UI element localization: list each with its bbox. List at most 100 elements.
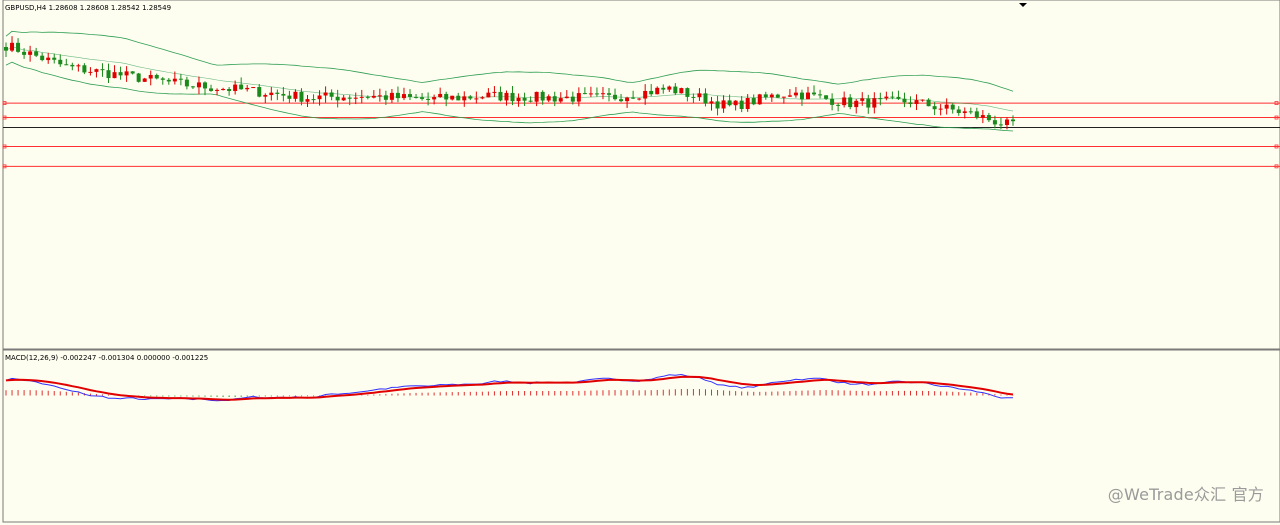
candle-body	[438, 93, 443, 98]
candle-body	[456, 95, 461, 101]
candle-body	[607, 93, 611, 95]
candle-body	[88, 71, 93, 73]
candle-body	[100, 69, 105, 71]
candle-body	[546, 96, 551, 101]
candle-body	[40, 55, 45, 61]
candle-body	[28, 51, 33, 55]
candle-body	[401, 94, 406, 99]
candle-body	[818, 94, 823, 96]
candle-body	[956, 109, 961, 114]
candle-body	[124, 71, 129, 76]
candle-body	[661, 87, 666, 90]
macd-header: MACD(12,26,9) -0.002247 -0.001304 0.0000…	[5, 354, 208, 362]
hline-handle-left	[2, 115, 7, 120]
candle-body	[395, 92, 400, 99]
candle-body	[998, 124, 1003, 126]
candle-body	[178, 78, 183, 80]
candle-body	[703, 93, 708, 104]
candle-body	[787, 95, 792, 97]
candle-body	[311, 99, 316, 101]
candle-body	[926, 99, 931, 107]
candle-body	[492, 91, 497, 93]
candle-body	[582, 93, 587, 95]
candle-body	[540, 91, 545, 101]
candle-body	[287, 95, 292, 99]
candle-body	[516, 97, 521, 102]
candle-body	[679, 88, 684, 94]
candle-body	[408, 94, 413, 97]
candle-body	[10, 42, 15, 51]
candle-body	[860, 98, 865, 101]
candle-body	[420, 97, 425, 99]
candle-body	[426, 98, 431, 100]
hline-handle-left	[2, 164, 7, 169]
candle-body	[432, 97, 437, 100]
candle-body	[878, 98, 883, 100]
candle-body	[721, 100, 726, 109]
candle-body	[685, 88, 690, 97]
candle-body	[552, 96, 557, 102]
candle-body	[275, 92, 280, 94]
candle-body	[980, 115, 985, 118]
candle-body	[974, 111, 979, 118]
candle-body	[896, 96, 901, 99]
candle-body	[613, 94, 618, 100]
candle-body	[872, 98, 877, 108]
candle-body	[594, 93, 599, 95]
candle-body	[58, 59, 63, 65]
bollinger-upper-line	[5, 30, 1014, 92]
candle-body	[625, 97, 630, 102]
candle-body	[365, 96, 370, 98]
candle-body	[251, 87, 256, 89]
candle-body	[70, 64, 75, 67]
candle-body	[842, 97, 847, 106]
candle-body	[908, 102, 913, 104]
candle-body	[347, 97, 352, 99]
candle-body	[106, 70, 111, 79]
candle-body	[709, 101, 714, 104]
candle-body	[522, 97, 527, 101]
candle-body	[733, 100, 738, 106]
candle-body	[739, 100, 744, 109]
candle-body	[528, 100, 533, 102]
candle-body	[812, 92, 817, 95]
candle-body	[986, 115, 991, 121]
candle-body	[305, 99, 310, 102]
candle-body	[757, 94, 762, 105]
hline-handle-right	[1274, 164, 1279, 169]
candle-body	[468, 96, 473, 99]
candle-body	[46, 57, 51, 61]
candle-body	[631, 97, 636, 99]
candle-body	[281, 93, 286, 96]
candle-body	[353, 97, 358, 99]
candle-body	[902, 98, 907, 103]
candle-body	[1011, 119, 1016, 122]
candle-body	[462, 96, 467, 101]
candle-body	[118, 72, 123, 76]
candle-body	[317, 95, 322, 100]
candle-body	[76, 65, 81, 67]
candle-body	[196, 82, 201, 88]
candle-body	[323, 92, 328, 96]
candle-body	[486, 92, 491, 98]
candle-body	[866, 98, 871, 108]
candle-body	[142, 78, 147, 82]
symbol-header: GBPUSD,H4 1.28608 1.28608 1.28542 1.2854…	[5, 4, 171, 12]
candle-body	[510, 92, 515, 102]
candle-body	[962, 111, 967, 114]
watermark: @WeTrade众汇 官方	[1107, 485, 1264, 504]
candle-body	[504, 92, 509, 101]
candle-body	[751, 98, 756, 105]
candle-body	[227, 89, 232, 92]
candle-body	[359, 96, 364, 98]
hline-handle-right	[1274, 101, 1279, 105]
candle-body	[233, 84, 238, 92]
candle-body	[480, 97, 485, 99]
candle-body	[341, 97, 346, 101]
candle-body	[992, 120, 997, 125]
hline-handle-right	[1274, 115, 1279, 120]
chart-shift-marker[interactable]	[1019, 3, 1027, 7]
candle-body	[16, 42, 21, 52]
